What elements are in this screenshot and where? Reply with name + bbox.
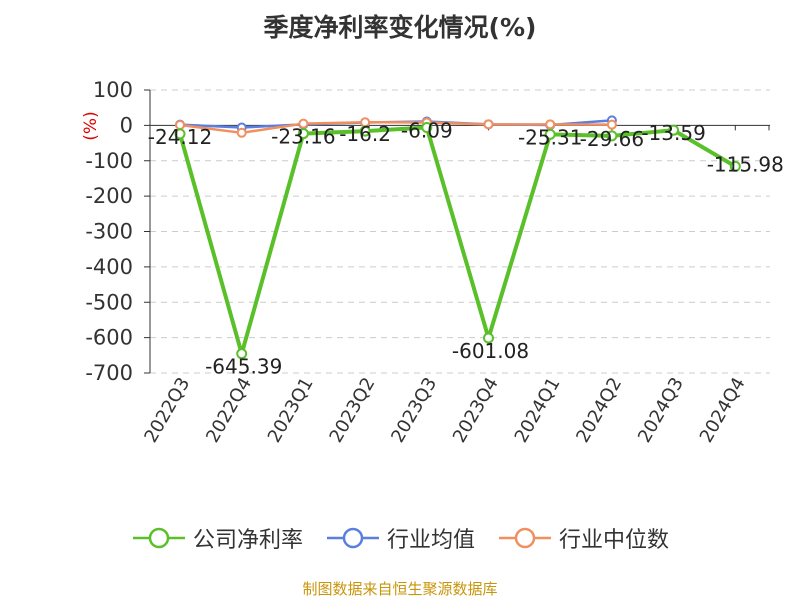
legend-swatch-icon <box>132 527 185 549</box>
data-point <box>236 127 247 138</box>
x-tick-label: 2023Q4 <box>449 374 503 446</box>
data-point <box>729 160 741 172</box>
legend-item[interactable]: 公司净利率 <box>131 522 303 554</box>
data-point <box>297 128 309 140</box>
data-labels: -24.12 -645.39 -23.16 -16.2 -6.09 -601.08 -25.… <box>148 119 784 379</box>
y-tick-label: -600 <box>85 326 133 350</box>
series-line <box>178 125 737 356</box>
y-tick-label: -400 <box>85 255 133 279</box>
data-label: -25.31 <box>518 125 582 149</box>
data-point <box>606 119 617 130</box>
legend: 公司净利率 行业均值 行业中位数 <box>0 522 800 554</box>
data-label: -23.16 <box>271 125 335 149</box>
y-axis-unit-label: (%) <box>81 111 101 140</box>
x-tick-label: 2023Q3 <box>387 374 441 446</box>
legend-swatch-icon <box>499 527 551 549</box>
data-point <box>668 124 680 136</box>
data-point <box>359 125 371 137</box>
y-tick-label: -200 <box>85 184 133 208</box>
x-tick-label: 2022Q3 <box>140 374 194 446</box>
data-label: -645.39 <box>205 355 282 379</box>
x-tick-label: 2024Q2 <box>572 374 626 446</box>
data-point <box>174 128 186 140</box>
y-tick-label: -700 <box>85 361 133 385</box>
data-label: -29.66 <box>580 127 644 151</box>
legend-item[interactable]: 行业均值 <box>325 522 475 554</box>
legend-label: 公司净利率 <box>192 528 303 553</box>
y-tick-label: -100 <box>85 149 133 173</box>
x-tick-label: 2023Q2 <box>326 374 380 446</box>
data-point <box>606 130 618 142</box>
y-tick-label: -500 <box>85 290 133 314</box>
series-line <box>179 120 612 135</box>
data-point <box>236 348 248 360</box>
data-point <box>483 119 494 130</box>
data-point <box>421 122 433 134</box>
legend-label: 行业中位数 <box>559 528 670 553</box>
x-tick-labels: 2022Q3 2022Q4 2023Q1 2023Q2 2023Q3 2023Q4 2024… <box>140 374 749 446</box>
data-label: -24.12 <box>148 125 212 149</box>
x-tick-label: 2024Q4 <box>696 374 750 446</box>
gridlines <box>150 89 770 374</box>
legend-item[interactable]: 行业中位数 <box>497 522 669 554</box>
data-label: -601.08 <box>452 339 529 363</box>
x-tick-label: 2023Q1 <box>264 374 318 446</box>
data-point <box>483 332 494 344</box>
series-points <box>174 115 741 360</box>
x-tick-label: 2022Q4 <box>202 374 256 446</box>
data-label: -115.98 <box>707 152 784 176</box>
y-tick-label: 100 <box>93 78 133 102</box>
legend-label: 行业均值 <box>386 528 475 553</box>
x-tick-label: 2024Q1 <box>511 374 565 446</box>
y-tick-label: 0 <box>120 113 133 137</box>
data-point <box>298 118 309 129</box>
data-label: -6.09 <box>401 119 453 143</box>
data-point <box>544 128 556 140</box>
chart-title: 季度净利率变化情况(%) <box>263 13 537 42</box>
x-tick-label: 2024Q3 <box>634 374 688 446</box>
data-label: -13.59 <box>641 121 705 145</box>
data-label: -16.2 <box>339 122 391 146</box>
y-tick-labels: 100 0 -100 -200 -300 -400 -500 -600 -700 <box>85 78 133 385</box>
data-point <box>545 119 556 130</box>
y-tick-label: -300 <box>85 220 133 244</box>
source-note: 制图数据来自恒生聚源数据库 <box>302 580 498 598</box>
series-lines <box>178 119 737 356</box>
legend-swatch-icon <box>326 527 379 549</box>
